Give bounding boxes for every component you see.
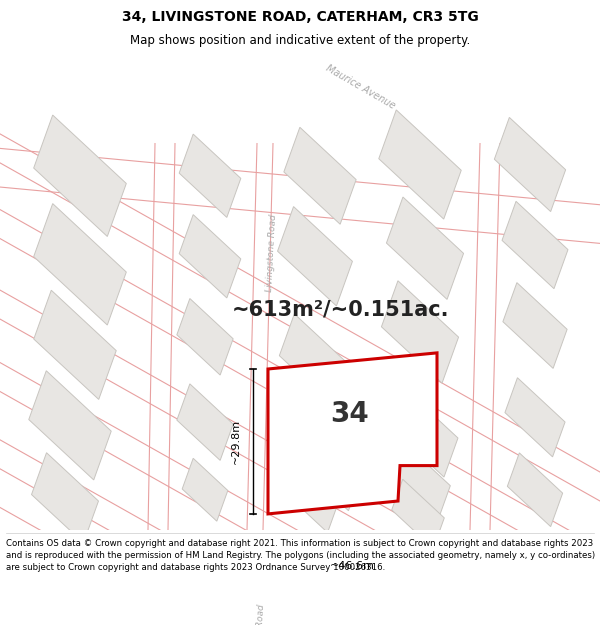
Polygon shape	[389, 441, 451, 522]
Text: Maurice Avenue: Maurice Avenue	[323, 63, 397, 111]
Text: ~613m²/~0.151ac.: ~613m²/~0.151ac.	[231, 299, 449, 319]
Polygon shape	[34, 204, 127, 325]
Text: 34, LIVINGSTONE ROAD, CATERHAM, CR3 5TG: 34, LIVINGSTONE ROAD, CATERHAM, CR3 5TG	[122, 10, 478, 24]
Polygon shape	[34, 115, 127, 236]
Text: Livingstone Road: Livingstone Road	[265, 214, 278, 292]
Polygon shape	[386, 197, 464, 299]
Polygon shape	[502, 201, 568, 289]
Text: ~29.8m: ~29.8m	[231, 419, 241, 464]
Polygon shape	[503, 282, 567, 368]
Polygon shape	[392, 479, 444, 549]
Polygon shape	[268, 353, 437, 514]
Polygon shape	[177, 299, 233, 375]
Text: Map shows position and indicative extent of the property.: Map shows position and indicative extent…	[130, 34, 470, 47]
Polygon shape	[179, 214, 241, 298]
Text: Livingstone Road: Livingstone Road	[253, 604, 266, 625]
Polygon shape	[296, 421, 364, 511]
Polygon shape	[177, 384, 233, 461]
Polygon shape	[284, 127, 356, 224]
Polygon shape	[32, 452, 98, 543]
Polygon shape	[280, 314, 350, 408]
Polygon shape	[505, 378, 565, 457]
Polygon shape	[280, 453, 340, 532]
Text: Contains OS data © Crown copyright and database right 2021. This information is : Contains OS data © Crown copyright and d…	[6, 539, 595, 572]
Polygon shape	[508, 453, 563, 527]
Polygon shape	[379, 110, 461, 219]
Polygon shape	[182, 458, 228, 521]
Text: ~46.6m: ~46.6m	[330, 561, 375, 571]
Polygon shape	[494, 118, 566, 212]
Polygon shape	[382, 281, 458, 383]
Polygon shape	[34, 290, 116, 399]
Polygon shape	[278, 207, 352, 306]
Polygon shape	[29, 371, 111, 480]
Polygon shape	[392, 390, 458, 477]
Polygon shape	[179, 134, 241, 218]
Text: 34: 34	[330, 400, 369, 428]
